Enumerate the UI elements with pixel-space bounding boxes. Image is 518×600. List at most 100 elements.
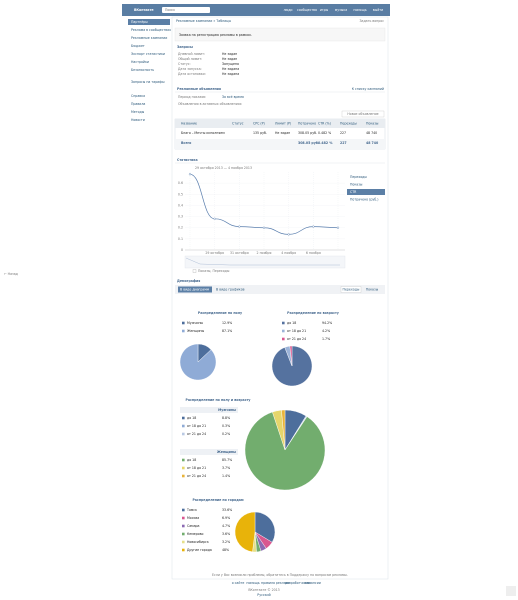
tab-active[interactable] xyxy=(178,286,212,293)
chart-title: Распределение по городам xyxy=(192,498,244,502)
scroll-arrow[interactable] xyxy=(506,586,516,596)
menu-item[interactable]: Бюджет xyxy=(131,44,145,48)
legend-item[interactable]: Переходы xyxy=(350,175,367,179)
pie-slice[interactable] xyxy=(281,409,286,451)
legend-name: Томск xyxy=(186,508,197,512)
pie-slice[interactable] xyxy=(179,343,217,381)
legend-name: от 21 до 24 xyxy=(187,432,206,436)
legend-name: Женщины xyxy=(187,329,205,333)
legend-swatch xyxy=(182,424,185,428)
value-label: 6.9% xyxy=(222,516,230,520)
button-label[interactable]: Новое объявление xyxy=(347,112,378,116)
menu-item[interactable]: Рекламные кампании xyxy=(131,36,167,40)
overview-line xyxy=(185,257,340,266)
cell: 135 руб. xyxy=(253,131,267,135)
date-range: 29 октября 2013 — 4 ноября 2013 xyxy=(195,166,252,170)
menu-item[interactable]: Партнёры xyxy=(131,20,148,24)
y-tick-label: 0 xyxy=(181,248,183,252)
menu-item[interactable]: Реклама в сообществах xyxy=(131,28,171,32)
checkbox[interactable] xyxy=(192,269,197,273)
nav-link[interactable]: музыка xyxy=(335,8,347,12)
group-header xyxy=(180,407,238,413)
menu-item[interactable]: Справка xyxy=(131,94,145,98)
footer-link[interactable]: вакансии xyxy=(305,581,321,585)
value-label: 4.2% xyxy=(322,329,330,333)
footer-link[interactable]: помощь xyxy=(246,581,259,585)
point[interactable] xyxy=(213,217,216,220)
cell: 308.05 руб. xyxy=(298,141,319,145)
value-label: 3.6% xyxy=(222,532,230,536)
legend-swatch xyxy=(182,329,185,333)
legend-name: Новосибирск xyxy=(187,540,209,544)
menu-item[interactable]: Правила xyxy=(131,102,145,106)
breadcrumb-link[interactable]: Задать вопрос xyxy=(359,19,384,23)
pie-slice[interactable] xyxy=(289,345,293,367)
value-label: 3.7% xyxy=(222,466,230,470)
pie-slice[interactable] xyxy=(234,511,256,553)
field-value: Не задан xyxy=(222,57,237,61)
pie-slice[interactable] xyxy=(244,411,326,491)
point[interactable] xyxy=(188,173,192,176)
cell: 227 xyxy=(340,131,346,135)
pie-slice[interactable] xyxy=(254,511,276,543)
menu-item[interactable]: Экспорт статистики xyxy=(131,52,165,56)
legend-name: до 18 xyxy=(187,458,196,462)
legend-swatch xyxy=(182,508,185,512)
nav-link[interactable]: помощь xyxy=(353,8,366,12)
y-tick-label: 0.1 xyxy=(178,237,183,241)
filter-value[interactable]: За всё время xyxy=(222,95,244,99)
tab[interactable]: В виде графиков xyxy=(216,288,245,292)
legend-swatch xyxy=(182,458,185,462)
value-label: 3.2% xyxy=(222,540,230,544)
nav-link[interactable]: игры xyxy=(320,8,329,12)
language[interactable]: Русский xyxy=(257,593,270,597)
menu-item[interactable]: Методы xyxy=(131,110,145,114)
chart-title: Распределение по полу и возрасту xyxy=(185,398,251,402)
tab[interactable]: Переходы xyxy=(343,288,360,292)
point[interactable] xyxy=(262,226,266,229)
nav-link[interactable]: люди xyxy=(284,8,293,12)
nav-link[interactable]: выйти xyxy=(373,8,383,12)
tab[interactable]: Показы xyxy=(366,288,379,292)
logo[interactable]: ВКонтакте xyxy=(134,8,154,12)
value-label: 12.9% xyxy=(222,321,232,325)
point[interactable] xyxy=(238,225,241,228)
legend-item[interactable]: CTR xyxy=(350,190,357,194)
menu-item[interactable]: Новости xyxy=(131,118,145,122)
point[interactable] xyxy=(287,233,290,236)
table-head xyxy=(175,119,385,128)
button[interactable] xyxy=(341,110,385,118)
menu-item[interactable]: Настройки xyxy=(131,60,149,64)
tab[interactable]: В виде диаграмм xyxy=(180,288,210,292)
search[interactable]: Поиск xyxy=(165,8,175,12)
footer-link[interactable]: разработчикам xyxy=(285,581,311,585)
support-note: Если у Вас возникли проблемы, обратитесь… xyxy=(212,573,348,577)
point[interactable] xyxy=(312,225,315,228)
menu-item[interactable]: Безопасность xyxy=(131,68,154,72)
menu-item[interactable]: Запросы на тарифы xyxy=(131,80,165,84)
copyright: ВКонтакте © 2013 xyxy=(248,588,279,592)
cell: Всего xyxy=(181,141,192,145)
legend-swatch xyxy=(182,532,185,536)
legend-item[interactable]: Показы xyxy=(350,183,363,187)
point[interactable] xyxy=(336,226,340,229)
field-value: Не задан xyxy=(222,52,237,56)
checkbox-label[interactable]: Показы, Переходы xyxy=(198,269,230,273)
legend-name: от 18 до 21 xyxy=(287,329,306,333)
back-link[interactable]: ← Назад xyxy=(4,272,19,276)
nav-link[interactable]: сообщества xyxy=(297,8,317,12)
footer-link[interactable]: о сайте xyxy=(232,581,245,585)
footer-link[interactable]: правила xyxy=(261,581,275,585)
legend-name: от 18 до 21 xyxy=(187,466,206,470)
search-box[interactable] xyxy=(162,7,210,13)
total-row xyxy=(175,139,385,149)
menu-active xyxy=(128,19,170,25)
legend-item[interactable]: Потрачено (руб.) xyxy=(350,198,378,202)
x-tick-label: 4 ноября xyxy=(281,251,296,255)
value-label: 85.7% xyxy=(222,458,232,462)
footer-link[interactable]: реклама xyxy=(276,581,290,585)
legend-active xyxy=(347,189,385,195)
link[interactable]: К списку кампаний xyxy=(352,87,384,91)
tab-active[interactable] xyxy=(340,286,362,293)
value-label: 87.1% xyxy=(222,329,232,333)
